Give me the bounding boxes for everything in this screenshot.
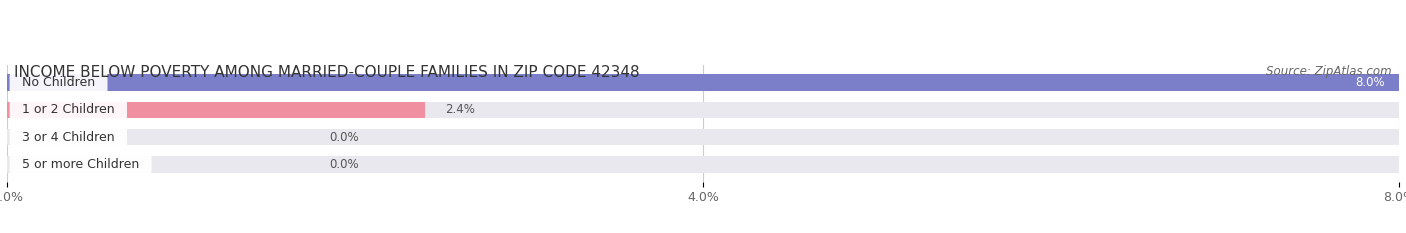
- Text: 3 or 4 Children: 3 or 4 Children: [14, 130, 122, 144]
- Text: 0.0%: 0.0%: [329, 130, 359, 144]
- Text: 8.0%: 8.0%: [1355, 76, 1385, 89]
- Text: 2.4%: 2.4%: [446, 103, 475, 116]
- Text: 1 or 2 Children: 1 or 2 Children: [14, 103, 122, 116]
- Text: 0.0%: 0.0%: [329, 158, 359, 171]
- Bar: [7, 75, 1399, 91]
- Bar: [7, 156, 1399, 172]
- Bar: [7, 102, 1399, 118]
- Bar: [7, 102, 425, 118]
- Bar: [7, 75, 1399, 91]
- Text: Source: ZipAtlas.com: Source: ZipAtlas.com: [1267, 65, 1392, 78]
- Text: 5 or more Children: 5 or more Children: [14, 158, 148, 171]
- Bar: [7, 129, 1399, 145]
- Text: No Children: No Children: [14, 76, 103, 89]
- Text: INCOME BELOW POVERTY AMONG MARRIED-COUPLE FAMILIES IN ZIP CODE 42348: INCOME BELOW POVERTY AMONG MARRIED-COUPL…: [14, 65, 640, 80]
